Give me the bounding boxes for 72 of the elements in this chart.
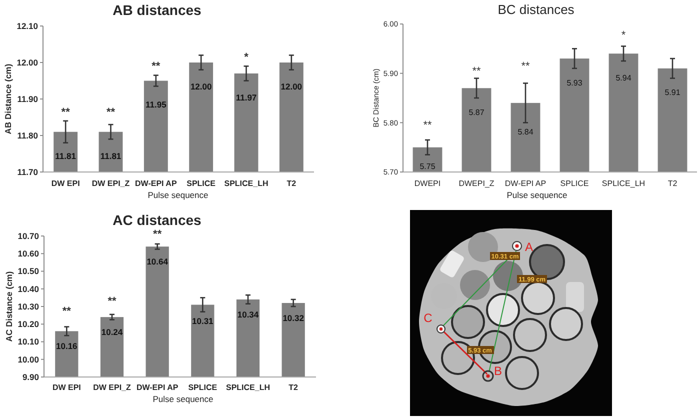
x-tick-label: T2: [288, 383, 299, 392]
x-tick-label: DW-EPI AP: [135, 179, 178, 188]
data-label: 5.94: [616, 73, 632, 82]
x-tick-label: T2: [286, 179, 297, 188]
data-label: 11.97: [236, 92, 257, 102]
x-tick-label: SPLICE_LH: [226, 383, 270, 392]
y-tick-label: 10.00: [18, 354, 40, 364]
x-tick-label: DW EPI_Z: [92, 179, 130, 188]
y-tick-label: 10.70: [18, 230, 40, 241]
annotation: *: [244, 51, 250, 64]
data-label: 5.87: [468, 108, 485, 117]
annotation: **: [521, 60, 530, 72]
x-tick-label: DW EPI_Z: [93, 383, 132, 392]
text: B: [494, 364, 502, 378]
annotation: **: [153, 228, 162, 240]
x-tick-label: SPLICE_LH: [224, 179, 268, 188]
annotation: **: [106, 106, 116, 118]
annotation: **: [152, 60, 161, 72]
x-tick-label: DW-EPI AP: [504, 179, 546, 188]
data-label: 11.95: [146, 100, 167, 110]
y-tick-label: 10.60: [18, 248, 40, 259]
y-tick-label: 12.00: [16, 57, 38, 68]
x-tick-label: T2: [668, 179, 678, 188]
text: A: [524, 240, 534, 254]
y-axis-title: AB Distance (cm): [2, 64, 13, 134]
x-axis-title: Pulse sequence: [152, 394, 214, 404]
chart-title: AC distances: [112, 212, 202, 228]
y-tick-label: 10.30: [18, 301, 40, 312]
x-axis-title: Pulse sequence: [506, 190, 568, 200]
y-axis-title: AC Distance (cm): [4, 271, 14, 342]
x-tick-label: DW-EPI AP: [136, 383, 179, 392]
y-tick-label: 10.20: [18, 319, 40, 330]
annotation: **: [472, 65, 482, 78]
data-label: 5.75: [420, 162, 436, 171]
annotation: **: [108, 295, 117, 308]
y-tick-label: 12.10: [16, 20, 38, 31]
annotation: *: [621, 29, 626, 42]
x-tick-label: DWEPI: [414, 179, 441, 188]
data-label: 5.84: [518, 127, 534, 136]
data-label: 12.00: [190, 81, 212, 92]
chart-title: AB distances: [112, 2, 202, 18]
x-tick-label: SPLICE: [560, 179, 589, 188]
data-label: 10.34: [237, 309, 259, 320]
x-axis-title: Pulse sequence: [148, 190, 209, 200]
data-label: 12.00: [280, 81, 302, 92]
data-label: 11.81: [100, 150, 122, 161]
data-label: 10.24: [101, 327, 123, 338]
annotation: **: [61, 106, 71, 118]
data-label: 11.81: [55, 150, 76, 161]
y-tick-label: 10.10: [18, 336, 40, 347]
data-label: 10.16: [56, 341, 78, 352]
y-tick-label: 11.80: [17, 130, 38, 140]
x-tick-label: DW EPI: [51, 179, 80, 188]
data-label: 10.64: [146, 256, 168, 267]
annotation: **: [62, 305, 72, 318]
y-tick-label: 10.40: [18, 284, 40, 294]
x-tick-label: SPLICE: [186, 179, 216, 188]
x-tick-label: DWEPI_Z: [458, 179, 494, 188]
x-tick-label: DW EPI: [52, 383, 81, 392]
annotation: **: [423, 119, 432, 132]
chart-title: BC distances: [498, 2, 575, 17]
x-tick-label: SPLICE: [188, 383, 218, 392]
text: C: [424, 311, 433, 326]
y-tick-label: 11.70: [17, 166, 38, 177]
y-tick-label: 9.90: [22, 372, 40, 382]
x-tick-label: SPLICE_LH: [602, 179, 646, 188]
data-label: 5.91: [664, 88, 681, 98]
y-tick-label: 10.50: [18, 266, 40, 276]
data-label: 5.93: [566, 78, 583, 88]
y-tick-label: 11.90: [17, 94, 38, 104]
data-label: 10.31: [192, 316, 214, 326]
data-label: 10.32: [282, 312, 304, 323]
